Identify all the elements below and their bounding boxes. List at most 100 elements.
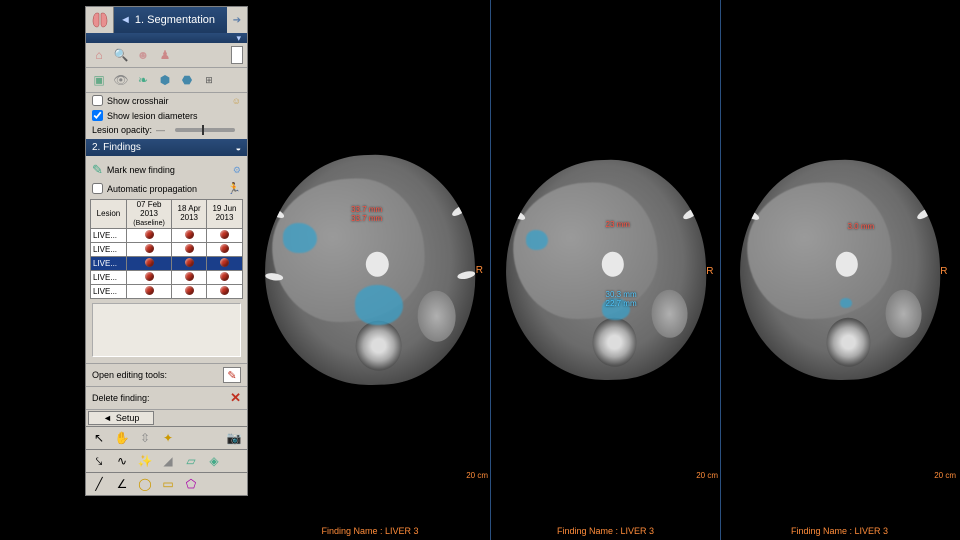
vp1-R: R	[476, 265, 483, 276]
tool-cubes-icon[interactable]: ⬢	[156, 71, 174, 89]
tool-eye-icon[interactable]: 👁	[112, 71, 130, 89]
lesion-mark-cell[interactable]	[172, 257, 207, 271]
bt-hand-icon[interactable]: ✋	[113, 429, 131, 447]
bt-shape-icon[interactable]: ◢	[159, 452, 177, 470]
lesion-mark-cell[interactable]	[172, 271, 207, 285]
tool-page-icon[interactable]	[231, 46, 243, 64]
lesion-mark-cell[interactable]	[126, 257, 171, 271]
step1-header[interactable]: ◄ 1. Segmentation	[114, 7, 227, 33]
show-diameters-row: Show lesion diameters	[86, 108, 247, 123]
delete-finding-label: Delete finding:	[92, 393, 150, 403]
delete-finding-row: Delete finding: ✕	[86, 386, 247, 409]
viewport-1[interactable]: 33.7 mm 33.7 mm R 20 cm Finding Name : L…	[250, 0, 490, 540]
table-row[interactable]: LIVE...	[91, 271, 243, 285]
segmentation-panel: ◄ 1. Segmentation ➔ ▾ ⌂ 🔍 ☻ ♟ ▣ 👁 ❧ ⬢ ⬣ …	[85, 6, 248, 496]
bt-scroll-icon[interactable]: ⇳	[136, 429, 154, 447]
lesion-name-cell: LIVE...	[91, 229, 127, 243]
tool-person-icon[interactable]: ♟	[156, 46, 174, 64]
lesion-dot-icon	[185, 230, 194, 239]
lesion-dot-icon	[185, 244, 194, 253]
lesion-mark-cell[interactable]	[126, 229, 171, 243]
lesion-mark-cell[interactable]	[172, 229, 207, 243]
lesion-opacity-row: Lesion opacity: —	[86, 123, 247, 139]
lungs-icon[interactable]	[86, 7, 114, 33]
lesion-mark-cell[interactable]	[172, 243, 207, 257]
tool-search-icon[interactable]: 🔍	[112, 46, 130, 64]
table-row[interactable]: LIVE...	[91, 285, 243, 299]
lesion-dot-icon	[145, 258, 154, 267]
step2-label: 2. Findings	[92, 142, 141, 153]
viewport-3[interactable]: 3.0 mm R 20 cm Finding Name : LIVER 3	[720, 0, 958, 540]
lesion-overlay	[526, 230, 548, 250]
auto-prop-row: Automatic propagation 🏃	[90, 180, 243, 197]
tool-leaf-icon[interactable]: ❧	[134, 71, 152, 89]
step-next-button[interactable]: ➔	[227, 7, 247, 33]
col-lesion: Lesion	[91, 200, 127, 229]
col-date-2[interactable]: 19 Jun2013	[207, 200, 243, 229]
lesion-mark-cell[interactable]	[207, 243, 243, 257]
table-row[interactable]: LIVE...	[91, 243, 243, 257]
col-date-0[interactable]: 07 Feb2013(Baseline)	[126, 200, 171, 229]
tool-boxes-icon[interactable]: ▣	[90, 71, 108, 89]
lesion-mark-cell[interactable]	[126, 243, 171, 257]
findings-details-area	[92, 303, 241, 357]
lesion-opacity-label: Lesion opacity:	[92, 125, 152, 135]
bt-curve-icon[interactable]: ∿	[113, 452, 131, 470]
vp1-meas2: 33.7 mm	[351, 214, 382, 223]
mark-settings-icon[interactable]: ⚙	[233, 165, 241, 176]
tool-lungs-small-icon[interactable]: ⌂	[90, 46, 108, 64]
bt-camera-icon[interactable]: 📷	[225, 429, 243, 447]
scan-2: 23 mm 30.3 mm 22.7 mm R	[506, 160, 706, 380]
bt-angle-icon[interactable]: ∠	[113, 475, 131, 493]
show-diameters-checkbox[interactable]	[92, 110, 103, 121]
show-crosshair-checkbox[interactable]	[92, 95, 103, 106]
mark-new-icon[interactable]: ✎	[92, 162, 103, 178]
auto-prop-checkbox[interactable]	[92, 183, 103, 194]
table-row[interactable]: LIVE...	[91, 229, 243, 243]
setup-button[interactable]: ◄ Setup	[88, 411, 154, 425]
setup-prev-icon: ◄	[103, 413, 112, 423]
vp1-meas1: 33.7 mm	[351, 205, 382, 214]
lesion-dot-icon	[220, 286, 229, 295]
bt-ellipse-icon[interactable]: ◯	[136, 475, 154, 493]
bt-star-icon[interactable]: ✦	[159, 429, 177, 447]
collapse-icon: ◒	[236, 143, 241, 153]
tool-brain-icon[interactable]: ☻	[134, 46, 152, 64]
tool-cubes2-icon[interactable]: ⬣	[178, 71, 196, 89]
open-tools-button[interactable]: ✎	[223, 367, 241, 383]
bt-dropper-icon[interactable]: ⤥	[90, 452, 108, 470]
table-row[interactable]: LIVE...	[91, 257, 243, 271]
step1-dropdown-icon[interactable]: ▾	[86, 33, 247, 43]
lesion-overlay	[283, 223, 317, 253]
bt-poly-icon[interactable]: ⬠	[182, 475, 200, 493]
bt-rect-icon[interactable]: ▭	[159, 475, 177, 493]
lesion-opacity-slider[interactable]	[175, 128, 235, 132]
lesion-mark-cell[interactable]	[207, 257, 243, 271]
lesion-mark-cell[interactable]	[207, 271, 243, 285]
bottom-toolbar-2: ⤥ ∿ ✨ ◢ ▱ ◈	[86, 449, 247, 472]
step1-label: 1. Segmentation	[135, 14, 215, 26]
lesion-mark-cell[interactable]	[207, 285, 243, 299]
lesion-name-cell: LIVE...	[91, 257, 127, 271]
lesion-mark-cell[interactable]	[172, 285, 207, 299]
bt-pointer-icon[interactable]: ↖	[90, 429, 108, 447]
bt-tag-icon[interactable]: ◈	[205, 452, 223, 470]
bt-region-icon[interactable]: ▱	[182, 452, 200, 470]
lesion-dot-icon	[185, 286, 194, 295]
lesion-mark-cell[interactable]	[126, 271, 171, 285]
tool-grid-icon[interactable]: ⊞	[200, 71, 218, 89]
findings-header[interactable]: 2. Findings ◒	[86, 139, 247, 156]
bt-wand-icon[interactable]: ✨	[136, 452, 154, 470]
lesion-mark-cell[interactable]	[126, 285, 171, 299]
lesion-mark-cell[interactable]	[207, 229, 243, 243]
runner-icon[interactable]: 🏃	[227, 182, 241, 195]
col-date-1[interactable]: 18 Apr2013	[172, 200, 207, 229]
delete-finding-button[interactable]: ✕	[230, 390, 241, 406]
findings-body: ✎ Mark new finding ⚙ Automatic propagati…	[86, 156, 247, 363]
bt-line-icon[interactable]: ╱	[90, 475, 108, 493]
person-help-icon[interactable]: ☺	[232, 96, 241, 106]
vp3-footer: Finding Name : LIVER 3	[791, 526, 888, 536]
viewport-2[interactable]: 23 mm 30.3 mm 22.7 mm R 20 cm Finding Na…	[490, 0, 720, 540]
setup-label: Setup	[116, 413, 140, 423]
lesion-dot-icon	[145, 230, 154, 239]
